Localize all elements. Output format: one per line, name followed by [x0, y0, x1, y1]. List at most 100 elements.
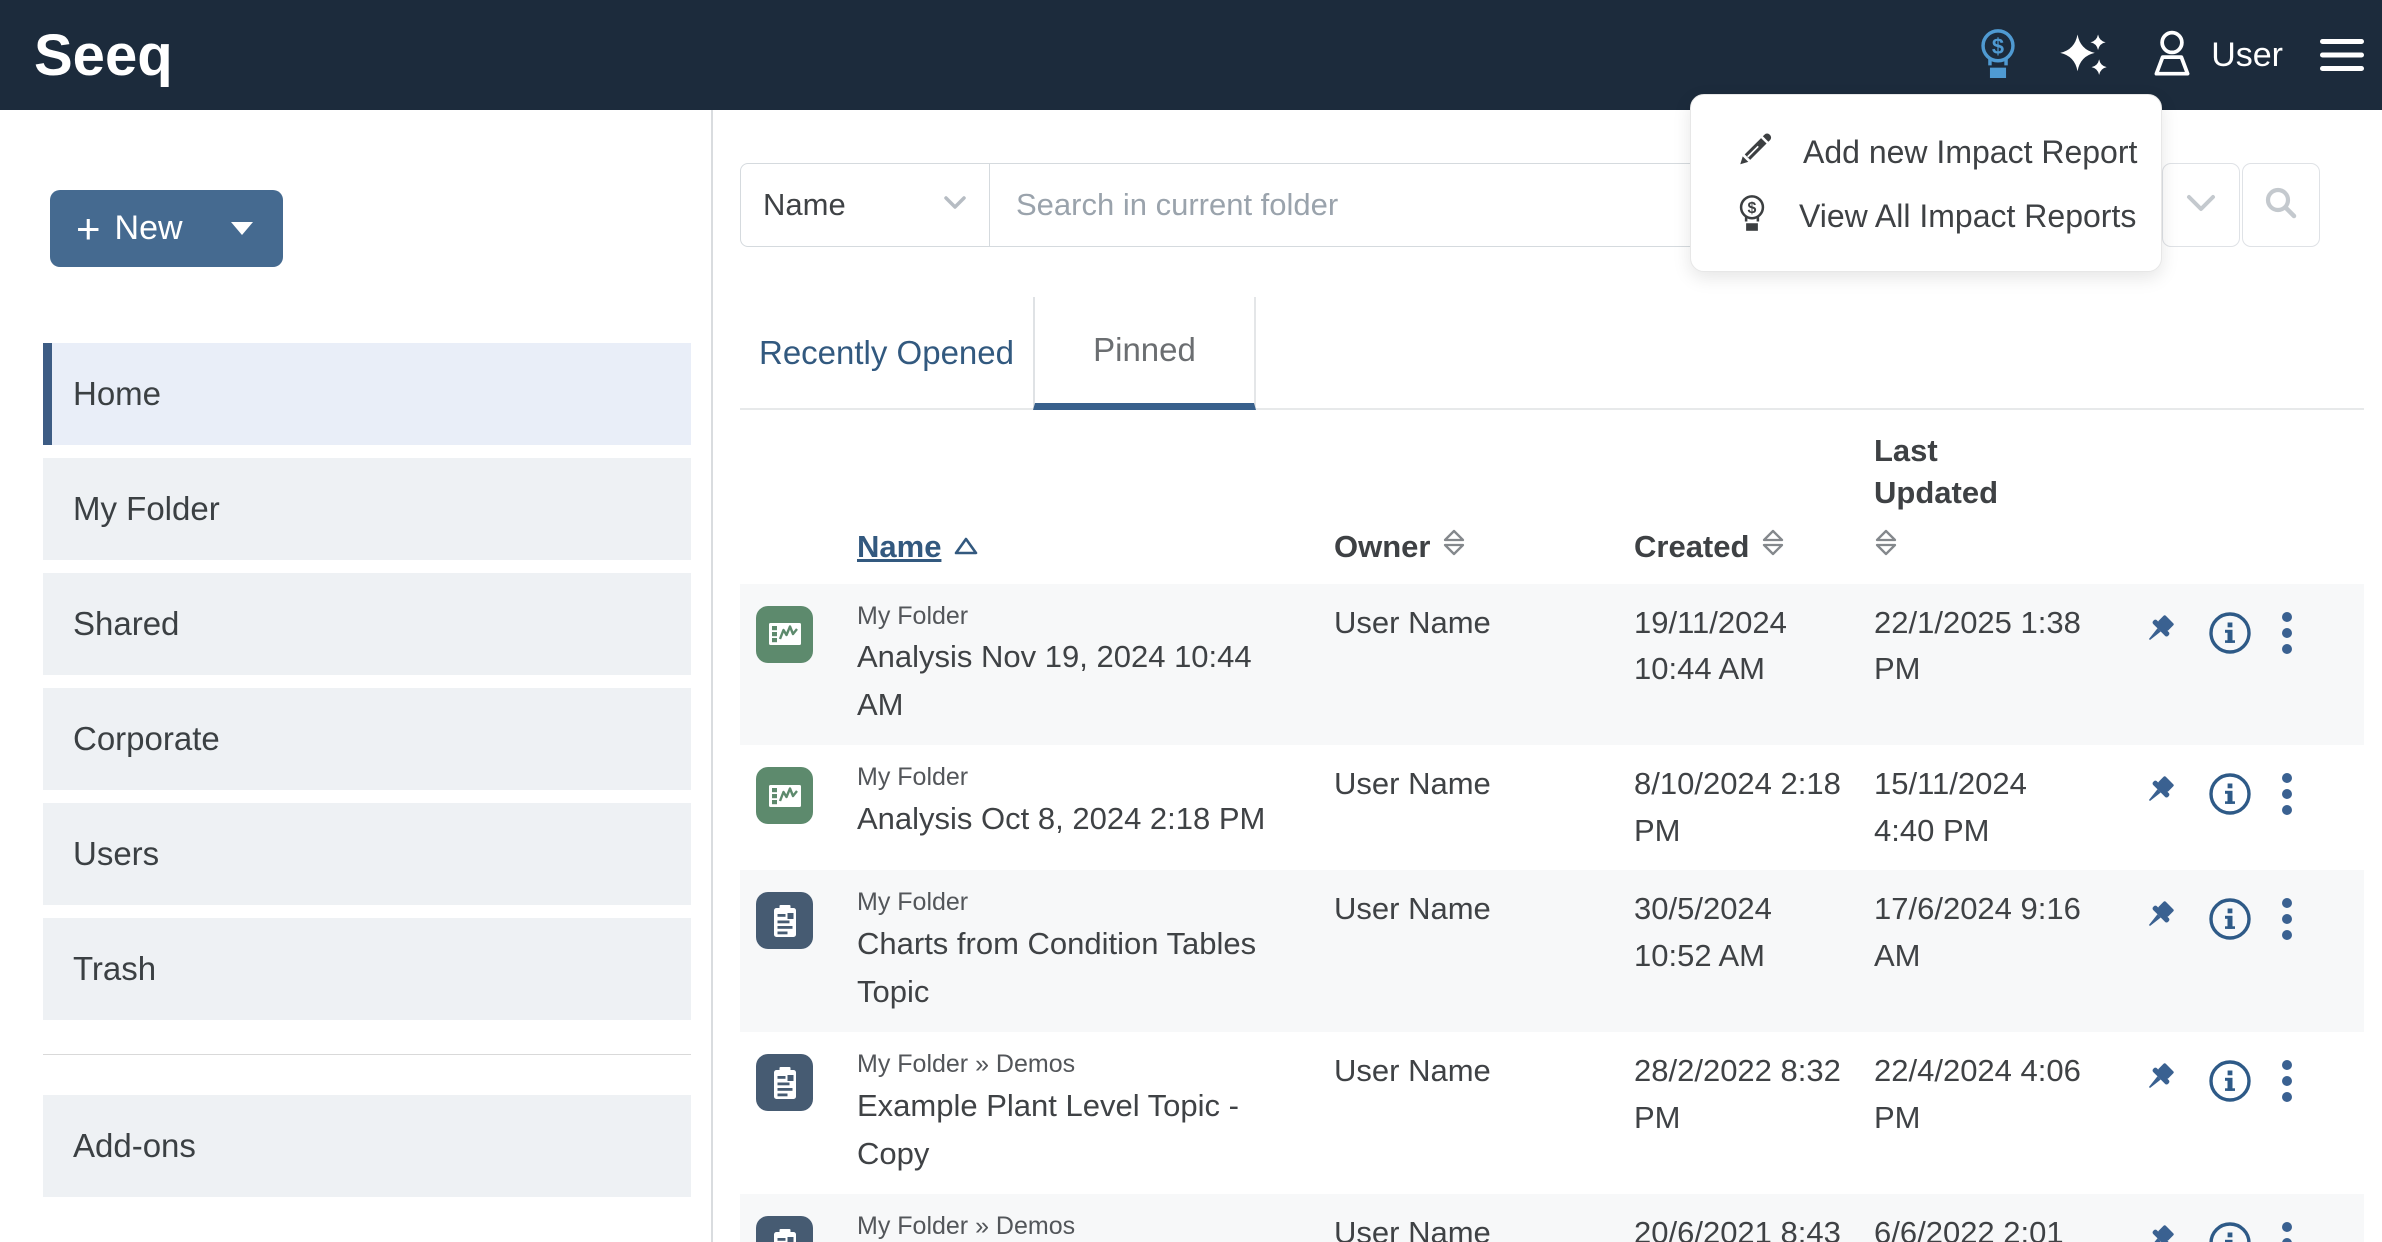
kebab-menu-icon[interactable]: [2281, 1220, 2293, 1242]
plus-icon: +: [76, 204, 101, 252]
info-icon[interactable]: [2207, 771, 2253, 817]
search-submit-button[interactable]: [2242, 163, 2320, 247]
row-owner: User Name: [1334, 1215, 1491, 1242]
kebab-menu-icon[interactable]: [2281, 610, 2293, 656]
content-tabs: Recently Opened Pinned: [740, 297, 2364, 410]
analysis-icon: [756, 767, 813, 825]
pin-icon[interactable]: [2137, 771, 2179, 813]
sidebar: + New Home My Folder Shared Corporate Us…: [0, 110, 713, 1242]
new-button[interactable]: + New: [50, 190, 283, 267]
sidebar-item-home[interactable]: Home: [43, 343, 691, 445]
row-created: 28/2/2022 8:32 PM: [1634, 1053, 1841, 1135]
table-row[interactable]: My Folder » Demos Houston Pump Report - …: [740, 1194, 2364, 1242]
info-icon[interactable]: [2207, 896, 2253, 942]
sort-icon: [1442, 526, 1466, 568]
impact-bulb-icon[interactable]: $: [1975, 26, 2021, 84]
menu-item-add-impact-report[interactable]: Add new Impact Report: [1691, 120, 2161, 184]
pin-icon[interactable]: [2137, 610, 2179, 652]
row-updated: 6/6/2022 2:01 PM: [1874, 1215, 2064, 1242]
impact-bulb-icon: $: [1735, 193, 1769, 240]
sidebar-item-add-ons[interactable]: Add-ons: [43, 1095, 691, 1197]
row-title[interactable]: Analysis Oct 8, 2024 2:18 PM: [857, 801, 1266, 837]
sidebar-item-corporate[interactable]: Corporate: [43, 688, 691, 790]
column-header-name[interactable]: Name: [857, 526, 1334, 568]
svg-text:$: $: [1748, 200, 1757, 217]
topic-icon: [756, 1054, 813, 1112]
search-icon: [2263, 185, 2299, 226]
navbar-right-actions: $ User: [1975, 0, 2365, 110]
table-body: My Folder Analysis Nov 19, 2024 10:44 AM…: [740, 583, 2364, 1242]
sidebar-item-users[interactable]: Users: [43, 803, 691, 905]
row-created: 8/10/2024 2:18 PM: [1634, 766, 1841, 848]
tab-pinned[interactable]: Pinned: [1033, 297, 1256, 410]
hamburger-menu-icon[interactable]: [2319, 35, 2365, 75]
info-icon[interactable]: [2207, 610, 2253, 656]
row-folder-path[interactable]: My Folder: [857, 601, 969, 630]
table-row[interactable]: My Folder » Demos Example Plant Level To…: [740, 1032, 2364, 1194]
row-created: 20/6/2021 8:43 PM: [1634, 1215, 1841, 1242]
row-created: 19/11/2024 10:44 AM: [1634, 604, 1787, 687]
user-label: User: [2211, 35, 2283, 74]
pin-icon[interactable]: [2137, 1220, 2179, 1242]
chevron-down-icon: [2185, 193, 2217, 218]
menu-item-view-impact-reports[interactable]: $ View All Impact Reports: [1691, 184, 2161, 248]
row-folder-path[interactable]: My Folder: [857, 763, 969, 792]
table-row[interactable]: My Folder Analysis Nov 19, 2024 10:44 AM…: [740, 583, 2364, 746]
sort-ascending-icon: [953, 526, 979, 568]
row-updated: 22/1/2025 1:38 PM: [1874, 604, 2081, 687]
row-title[interactable]: Analysis Nov 19, 2024 10:44 AM: [857, 639, 1252, 723]
pencil-icon: [1735, 131, 1773, 174]
user-menu[interactable]: User: [2147, 28, 2283, 82]
tab-recently-opened[interactable]: Recently Opened: [759, 333, 1014, 371]
menu-item-label: View All Impact Reports: [1799, 197, 2137, 234]
column-header-created[interactable]: Created: [1634, 526, 1874, 568]
topic-icon: [756, 892, 813, 950]
pin-icon[interactable]: [2137, 1058, 2179, 1100]
sidebar-divider: [43, 1054, 691, 1055]
column-header-last-updated[interactable]: Last Updated: [1874, 430, 2114, 568]
row-folder-path[interactable]: My Folder » Demos: [857, 1212, 1076, 1241]
row-updated: 15/11/2024 4:40 PM: [1874, 766, 2027, 848]
search-options-button[interactable]: [2162, 163, 2240, 247]
menu-item-label: Add new Impact Report: [1803, 133, 2138, 170]
row-owner: User Name: [1334, 891, 1491, 927]
row-title[interactable]: Charts from Condition Tables Topic: [857, 926, 1257, 1010]
table-row[interactable]: My Folder Analysis Oct 8, 2024 2:18 PM U…: [740, 745, 2364, 870]
sidebar-item-trash[interactable]: Trash: [43, 918, 691, 1020]
info-icon[interactable]: [2207, 1058, 2253, 1104]
impact-report-dropdown: Add new Impact Report $ View All Impact …: [1690, 94, 2162, 272]
analysis-icon: [756, 605, 813, 663]
sidebar-nav: Home My Folder Shared Corporate Users Tr…: [43, 343, 691, 1210]
row-owner: User Name: [1334, 1053, 1491, 1089]
sidebar-item-shared[interactable]: Shared: [43, 573, 691, 675]
svg-text:$: $: [1992, 34, 2004, 59]
sparkles-icon[interactable]: [2057, 28, 2111, 82]
table-row[interactable]: My Folder Charts from Condition Tables T…: [740, 870, 2364, 1033]
row-title[interactable]: Example Plant Level Topic - Copy: [857, 1087, 1239, 1172]
top-navbar: Seeq $: [0, 0, 2382, 110]
user-icon: [2147, 28, 2197, 82]
pin-icon[interactable]: [2137, 896, 2179, 938]
sort-icon: [1874, 526, 1898, 568]
caret-down-icon: [231, 222, 253, 235]
info-icon[interactable]: [2207, 1220, 2253, 1242]
search-field-selector[interactable]: Name: [740, 163, 990, 247]
kebab-menu-icon[interactable]: [2281, 771, 2293, 817]
kebab-menu-icon[interactable]: [2281, 896, 2293, 942]
table-header-row: Name Owner: [740, 430, 2364, 584]
sort-icon: [1761, 526, 1785, 568]
seeq-logo[interactable]: Seeq: [34, 22, 173, 88]
column-header-owner[interactable]: Owner: [1334, 526, 1634, 568]
row-updated: 17/6/2024 9:16 AM: [1874, 891, 2081, 973]
kebab-menu-icon[interactable]: [2281, 1058, 2293, 1104]
row-folder-path[interactable]: My Folder » Demos: [857, 1050, 1076, 1079]
sidebar-item-my-folder[interactable]: My Folder: [43, 458, 691, 560]
documents-table: Name Owner: [740, 430, 2364, 1242]
row-folder-path[interactable]: My Folder: [857, 888, 969, 917]
main-content: Name: [715, 110, 2382, 1242]
row-owner: User Name: [1334, 604, 1491, 640]
row-updated: 22/4/2024 4:06 PM: [1874, 1053, 2081, 1135]
topic-icon: [756, 1216, 813, 1242]
chevron-down-icon: [943, 195, 967, 216]
